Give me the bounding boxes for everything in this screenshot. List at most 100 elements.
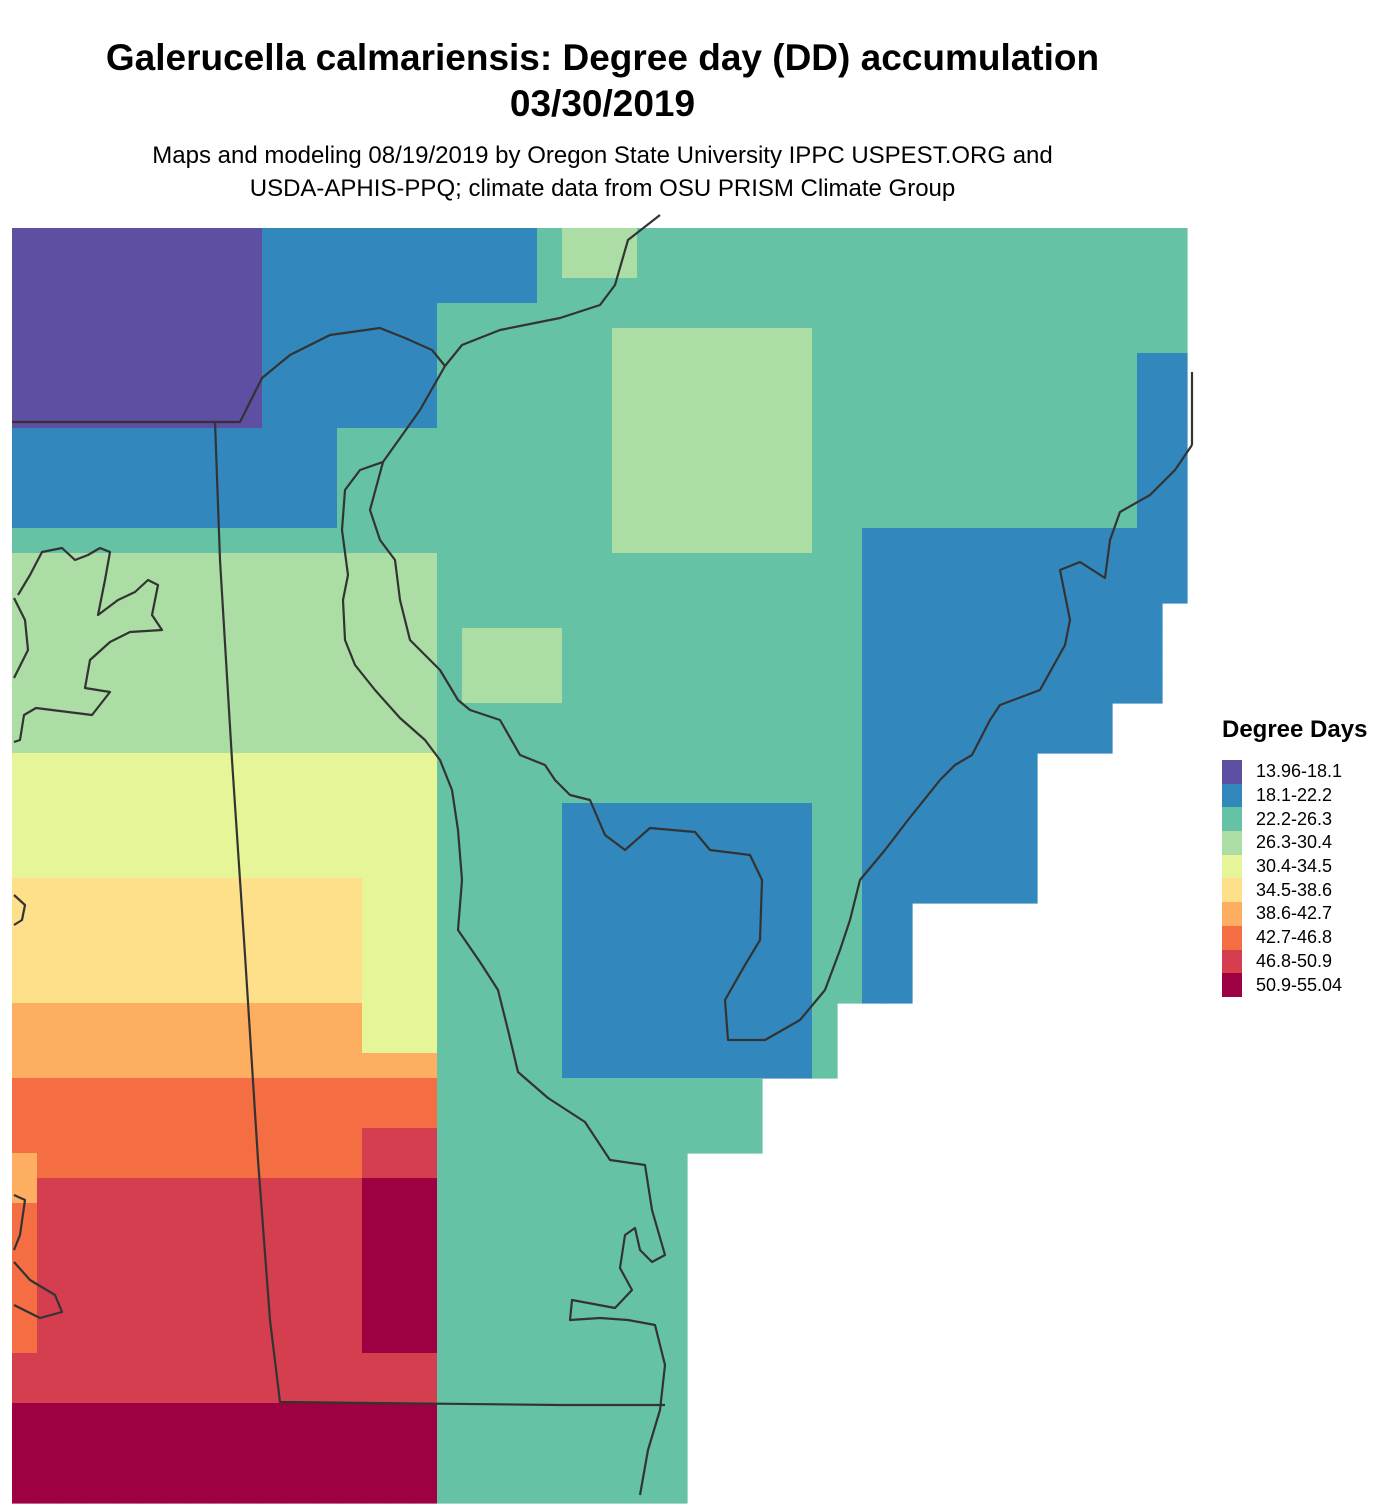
raster-cell	[387, 1128, 413, 1154]
raster-cell	[187, 853, 213, 879]
raster-cell	[1037, 478, 1063, 504]
raster-cell	[587, 1003, 613, 1029]
raster-cell	[187, 328, 213, 354]
raster-cell	[112, 1353, 138, 1379]
raster-cell	[937, 478, 963, 504]
raster-cell	[637, 353, 663, 379]
raster-cell	[962, 803, 988, 829]
raster-cell	[587, 728, 613, 754]
raster-cell	[87, 328, 113, 354]
raster-cell	[762, 778, 788, 804]
raster-cell	[412, 953, 438, 979]
raster-cell	[1137, 228, 1163, 254]
raster-cell	[687, 1128, 713, 1154]
raster-cell	[912, 253, 938, 279]
raster-cell	[1037, 403, 1063, 429]
raster-cell	[787, 378, 813, 404]
legend-label: 38.6-42.7	[1256, 903, 1333, 924]
raster-cell	[287, 1428, 313, 1454]
raster-cell	[37, 1053, 63, 1079]
raster-cell	[212, 828, 238, 854]
raster-cell	[787, 603, 813, 629]
raster-cell	[812, 1053, 838, 1079]
raster-cell	[112, 1203, 138, 1229]
raster-cell	[812, 478, 838, 504]
raster-cell	[62, 328, 88, 354]
raster-cell	[62, 1153, 88, 1179]
raster-cell	[787, 578, 813, 604]
raster-cell	[587, 1028, 613, 1054]
raster-cell	[537, 1028, 563, 1054]
raster-cell	[387, 728, 413, 754]
raster-cell	[812, 703, 838, 729]
raster-cell	[187, 553, 213, 579]
raster-cell	[962, 378, 988, 404]
raster-cell	[1037, 278, 1063, 304]
raster-cell	[37, 628, 63, 654]
raster-cell	[1112, 253, 1138, 279]
raster-cell	[462, 678, 488, 704]
raster-cell	[937, 428, 963, 454]
raster-cell	[1137, 278, 1163, 304]
raster-cell	[137, 1428, 163, 1454]
raster-cell	[487, 528, 513, 554]
raster-cell	[212, 578, 238, 604]
raster-cell	[687, 353, 713, 379]
raster-cell	[162, 1278, 188, 1304]
raster-cell	[287, 1103, 313, 1129]
raster-cell	[812, 853, 838, 879]
raster-cell	[412, 1028, 438, 1054]
raster-cell	[12, 778, 38, 804]
raster-cell	[287, 353, 313, 379]
raster-cell	[1137, 528, 1163, 554]
raster-cell	[37, 1478, 63, 1504]
raster-cell	[687, 628, 713, 654]
raster-cell	[62, 353, 88, 379]
raster-cell	[587, 1053, 613, 1079]
raster-cell	[887, 778, 913, 804]
raster-cell	[637, 403, 663, 429]
raster-cell	[1062, 403, 1088, 429]
raster-cell	[337, 578, 363, 604]
raster-cell	[512, 1028, 538, 1054]
map-title: Galerucella calmariensis: Degree day (DD…	[105, 37, 1100, 78]
raster-cell	[462, 628, 488, 654]
raster-cell	[437, 578, 463, 604]
raster-cell	[312, 303, 338, 329]
raster-cell	[937, 703, 963, 729]
raster-cell	[887, 878, 913, 904]
raster-cell	[587, 503, 613, 529]
raster-cell	[62, 503, 88, 529]
raster-cell	[12, 978, 38, 1004]
raster-cell	[287, 1353, 313, 1379]
raster-cell	[312, 453, 338, 479]
raster-cell	[537, 453, 563, 479]
raster-cell	[312, 1453, 338, 1479]
raster-cell	[962, 503, 988, 529]
raster-cell	[437, 878, 463, 904]
raster-cell	[362, 378, 388, 404]
raster-cell	[862, 778, 888, 804]
raster-cell	[137, 228, 163, 254]
raster-cell	[412, 903, 438, 929]
raster-cell	[162, 303, 188, 329]
raster-cell	[462, 1478, 488, 1504]
raster-cell	[662, 328, 688, 354]
raster-cell	[312, 1428, 338, 1454]
raster-cell	[237, 828, 263, 854]
raster-cell	[662, 528, 688, 554]
raster-cell	[487, 378, 513, 404]
raster-cell	[137, 1403, 163, 1429]
raster-cell	[187, 428, 213, 454]
raster-cell	[712, 753, 738, 779]
raster-cell	[287, 1203, 313, 1229]
raster-cell	[12, 628, 38, 654]
raster-cell	[687, 678, 713, 704]
raster-cell	[562, 678, 588, 704]
raster-cell	[887, 678, 913, 704]
raster-cell	[612, 703, 638, 729]
raster-cell	[237, 1278, 263, 1304]
raster-cell	[12, 478, 38, 504]
raster-cell	[487, 1478, 513, 1504]
raster-cell	[487, 253, 513, 279]
